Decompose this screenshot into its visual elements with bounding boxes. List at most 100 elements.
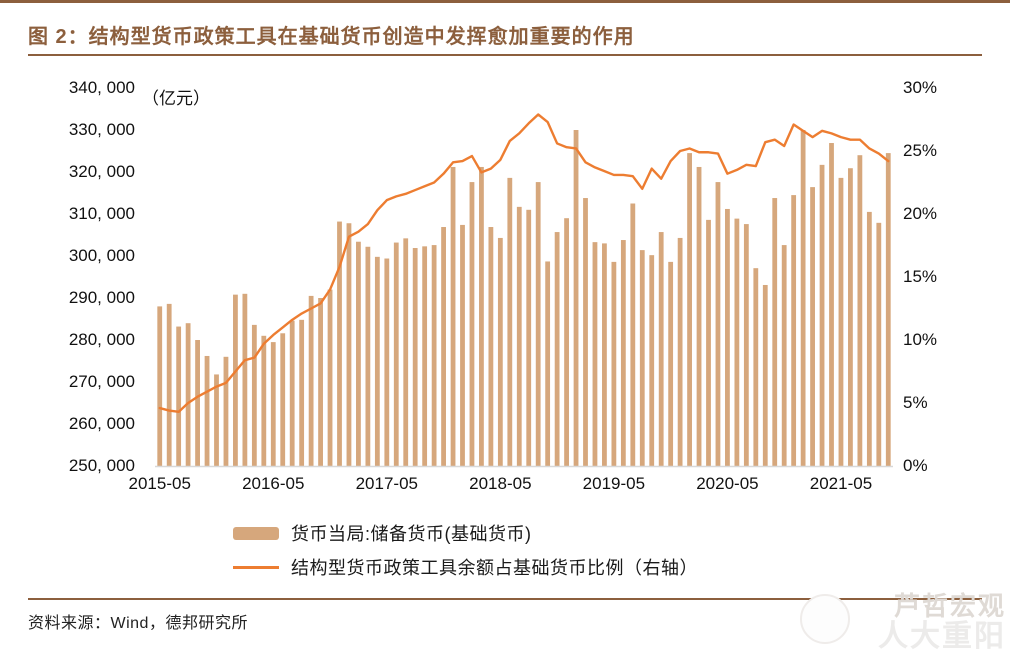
bar: [639, 250, 645, 466]
y-axis-tick-left: 270, 000: [68, 372, 135, 391]
bar: [157, 306, 163, 466]
bar: [800, 130, 806, 466]
y-axis-tick-left: 330, 000: [68, 120, 135, 139]
y-axis-tick-left: 280, 000: [68, 330, 135, 349]
bar: [658, 232, 664, 466]
bar: [223, 356, 229, 466]
ratio-line: [158, 113, 890, 414]
bar: [819, 164, 825, 467]
x-axis-tick: 2015-05: [128, 474, 191, 493]
bar: [497, 237, 503, 466]
top-border-rule: [0, 0, 1010, 3]
bar: [810, 187, 815, 466]
bar: [715, 182, 721, 466]
legend-item-bars: 货币当局:储备货币(基础货币): [233, 520, 698, 546]
bar: [412, 248, 418, 466]
bar: [573, 130, 579, 466]
bar: [318, 298, 323, 466]
bar: [479, 166, 484, 466]
watermark-logo-icon: [800, 594, 850, 644]
bar: [743, 224, 749, 466]
bar: [289, 320, 295, 466]
bar: [327, 289, 333, 466]
x-axis-tick: 2017-05: [355, 474, 418, 493]
bar: [696, 166, 702, 466]
bar: [753, 268, 759, 466]
watermark: 芦哲宏观 人大重阳: [878, 592, 1006, 652]
bar: [554, 232, 560, 466]
bar: [668, 261, 674, 466]
bar: [781, 245, 787, 466]
y-axis-tick-left: 260, 000: [68, 414, 135, 433]
y-axis-tick-left: 320, 000: [68, 162, 135, 181]
bar: [299, 319, 305, 466]
bar: [677, 237, 683, 466]
bar: [356, 241, 361, 466]
bar: [545, 261, 551, 466]
bar: [762, 284, 768, 466]
bar: [233, 294, 238, 466]
line-series-swatch: [233, 565, 279, 569]
y-axis-tick-left: 340, 000: [68, 78, 135, 97]
y-axis-tick-left: 310, 000: [68, 204, 135, 223]
title-divider-rule: [28, 54, 982, 56]
bar: [441, 227, 446, 466]
legend-item-line: 结构型货币政策工具余额占基础货币比例（右轴）: [233, 554, 698, 580]
bar: [620, 240, 626, 466]
y-axis-tick-right: 25%: [903, 141, 938, 160]
bar: [857, 155, 863, 466]
bar: [706, 219, 711, 466]
y-axis-tick-left: 250, 000: [68, 456, 135, 475]
bar: [488, 227, 494, 466]
bar: [611, 261, 617, 466]
bar: [166, 303, 172, 466]
right-axis: 30% 25% 20% 15% 10% 5% 0%: [903, 0, 983, 500]
bar: [204, 355, 210, 466]
x-axis-tick: 2020-05: [696, 474, 759, 493]
bar: [772, 198, 778, 466]
chart-legend: 货币当局:储备货币(基础货币) 结构型货币政策工具余额占基础货币比例（右轴）: [233, 520, 698, 588]
bar: [469, 182, 475, 466]
x-axis-tick: 2018-05: [469, 474, 532, 493]
bar: [602, 243, 607, 466]
bar: [885, 153, 891, 466]
bar-series-label: 货币当局:储备货币(基础货币): [291, 524, 532, 544]
bar: [365, 246, 371, 466]
bar: [450, 166, 456, 466]
bar: [592, 242, 598, 466]
y-axis-tick-left: 300, 000: [68, 246, 135, 265]
bar: [195, 340, 200, 466]
bar: [280, 333, 286, 466]
bar: [526, 209, 532, 467]
x-axis-tick: 2021-05: [809, 474, 873, 493]
bar: [829, 143, 834, 466]
x-axis-tick: 2016-05: [242, 474, 305, 493]
bar: [270, 342, 276, 466]
bar: [876, 222, 882, 466]
bar: [535, 182, 541, 466]
bar: [261, 335, 267, 466]
y-axis-tick-right: 20%: [903, 204, 938, 223]
bar: [346, 223, 352, 466]
bar: [337, 221, 342, 466]
bar: [422, 246, 428, 466]
bar: [431, 245, 437, 466]
bar: [866, 211, 872, 466]
y-axis-tick-left: 290, 000: [68, 288, 135, 307]
bar: [308, 295, 314, 466]
y-axis-tick-right: 0%: [903, 456, 928, 475]
y-axis-tick-right: 15%: [903, 267, 938, 286]
left-axis-unit-label: （亿元）: [142, 89, 210, 108]
data-source-note: 资料来源：Wind，德邦研究所: [28, 615, 248, 632]
bar: [791, 195, 797, 466]
bar: [507, 177, 513, 466]
bar: [393, 242, 399, 466]
x-axis-tick: 2019-05: [582, 474, 646, 493]
bar: [734, 218, 740, 466]
figure-title: 图 2：结构型货币政策工具在基础货币创造中发挥愈加重要的作用: [28, 26, 635, 48]
bar: [848, 168, 853, 466]
left-axis: 340, 000 330, 000 320, 000 310, 000 300, 000…: [0, 0, 135, 500]
bar: [242, 293, 248, 466]
bar: [403, 238, 409, 466]
